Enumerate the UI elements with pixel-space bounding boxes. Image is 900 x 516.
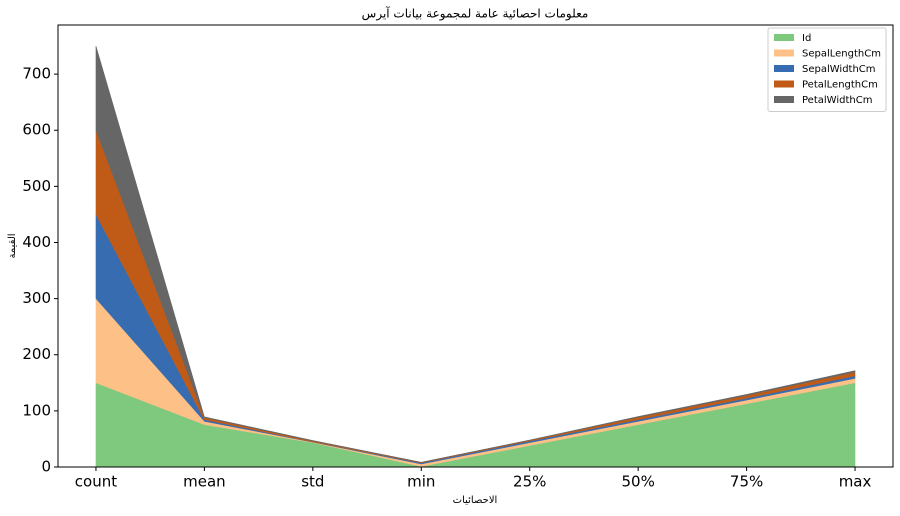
- y-tick-label: 600: [22, 121, 51, 139]
- chart-title: معلومات احصائية عامة لمجموعة بيانات آيرس: [362, 6, 589, 22]
- x-axis-label: الاحصائيات: [453, 495, 498, 506]
- area: [95, 45, 856, 463]
- legend-label: PetalWidthCm: [802, 95, 872, 106]
- x-tick-label: min: [407, 473, 435, 491]
- legend-swatch: [774, 34, 794, 41]
- x-tick-label: mean: [183, 473, 226, 491]
- legend-label: Id: [802, 33, 811, 44]
- y-tick-label: 300: [22, 289, 51, 307]
- x-tick-label: max: [839, 473, 872, 491]
- legend-label: SepalLengthCm: [802, 49, 881, 60]
- y-tick-label: 400: [22, 233, 51, 251]
- legend-box: [767, 27, 887, 112]
- y-axis-label: القيمة: [7, 233, 18, 258]
- y-tick-label: 500: [22, 177, 51, 195]
- y-tick-label: 0: [41, 458, 51, 476]
- legend: Id SepalLengthCm SepalWidthCm PetalLengthCm…: [767, 27, 887, 112]
- legend-swatch: [774, 80, 794, 88]
- legend-swatch: [774, 65, 794, 72]
- legend-label: SepalWidthCm: [802, 64, 876, 75]
- legend-swatch: [774, 49, 794, 57]
- plot-frame: [57, 24, 894, 468]
- y-tick-label: 100: [22, 401, 51, 419]
- legend-swatch: [774, 96, 794, 103]
- y-tick-label: 700: [22, 65, 51, 83]
- x-tick-label: count: [75, 473, 117, 491]
- x-tick-label: 50%: [621, 473, 654, 491]
- legend-label: PetalLengthCm: [802, 80, 878, 91]
- x-tick-label: 75%: [730, 473, 763, 491]
- x-tick-label: 25%: [513, 473, 546, 491]
- y-tick-label: 200: [22, 345, 51, 363]
- x-tick-label: std: [301, 473, 324, 491]
